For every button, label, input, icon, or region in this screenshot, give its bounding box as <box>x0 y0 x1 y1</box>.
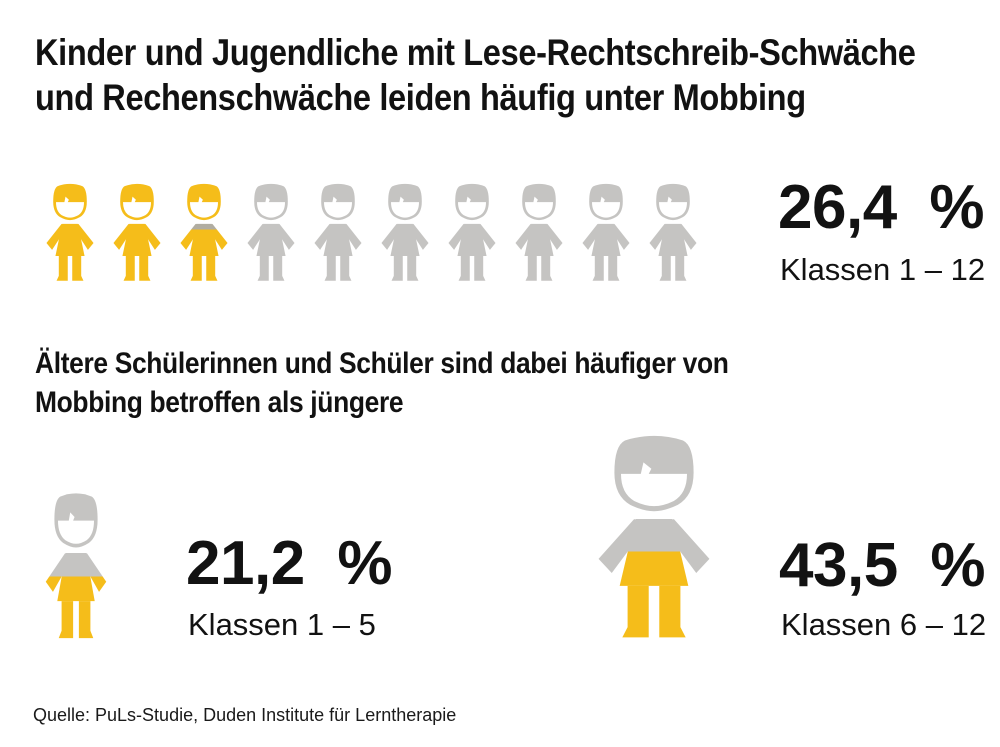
person-armR <box>140 223 161 250</box>
person-legR <box>78 601 94 639</box>
child-pictogram-icon <box>448 183 496 281</box>
child-pictogram-icon <box>46 183 94 281</box>
person-face <box>56 196 84 218</box>
person-face <box>592 196 620 218</box>
person-armR <box>676 223 697 250</box>
person-armR <box>341 223 362 250</box>
person-armL <box>448 223 469 250</box>
subtitle-line-1: Ältere Schülerinnen und Schüler sind dab… <box>35 347 729 380</box>
child-pictogram-icon <box>515 183 563 281</box>
person-legR <box>541 256 553 281</box>
person-armL <box>113 223 134 250</box>
person-face <box>257 196 285 218</box>
child-pictogram-icon <box>582 183 630 281</box>
person-face <box>190 196 218 218</box>
person-legL <box>391 256 403 281</box>
person-armL <box>515 223 536 250</box>
person-armL <box>180 223 201 250</box>
person-legR <box>273 256 285 281</box>
person-face <box>458 196 486 218</box>
child-pictogram-icon <box>247 183 295 281</box>
young-stat-label: Klassen 1 – 5 <box>188 607 376 642</box>
child-pictogram-icon <box>314 183 362 281</box>
person-armL <box>46 223 67 250</box>
person-face <box>391 196 419 218</box>
subtitle-line-2: Mobbing betroffen als jüngere <box>35 386 404 419</box>
person-face <box>324 196 352 218</box>
person-legL <box>592 256 604 281</box>
old-stat-label: Klassen 6 – 12 <box>781 607 987 642</box>
page-title: Kinder und Jugendliche mit Lese-Rechtsch… <box>35 30 916 120</box>
person-legL <box>622 585 649 638</box>
child-pictogram-icon <box>45 493 107 639</box>
person-legR <box>72 256 84 281</box>
person-legL <box>58 601 74 639</box>
person-armL <box>381 223 402 250</box>
person-legL <box>324 256 336 281</box>
person-legR <box>139 256 151 281</box>
person-armR <box>207 223 228 250</box>
overall-stat-value: 26,4 % <box>778 173 985 242</box>
child-pictogram-icon <box>649 183 697 281</box>
person-face <box>659 196 687 218</box>
person-legR <box>659 585 686 638</box>
person-armR <box>80 553 107 592</box>
person-armR <box>609 223 630 250</box>
person-legR <box>608 256 620 281</box>
person-armR <box>408 223 429 250</box>
overall-stat-label: Klassen 1 – 12 <box>780 252 986 287</box>
person-legL <box>190 256 202 281</box>
old-stat-value: 43,5 % <box>779 531 986 600</box>
person-legR <box>675 256 687 281</box>
source-credit: Quelle: PuLs-Studie, Duden Institute für… <box>33 705 457 725</box>
person-legR <box>340 256 352 281</box>
person-armR <box>661 518 710 574</box>
title-line-2: und Rechenschwäche leiden häufig unter M… <box>35 77 806 118</box>
person-armR <box>73 223 94 250</box>
person-armL <box>649 223 670 250</box>
person-legL <box>257 256 269 281</box>
child-pictogram-icon <box>598 435 710 638</box>
person-legL <box>525 256 537 281</box>
young-student-pictogram <box>40 492 112 640</box>
person-legR <box>474 256 486 281</box>
child-pictogram-icon <box>381 183 429 281</box>
person-armL <box>247 223 268 250</box>
title-line-1: Kinder und Jugendliche mit Lese-Rechtsch… <box>35 32 916 73</box>
person-face <box>621 462 687 507</box>
pictogram-row <box>42 183 701 282</box>
person-armL <box>598 518 647 574</box>
person-armR <box>274 223 295 250</box>
subtitle: Ältere Schülerinnen und Schüler sind dab… <box>35 344 729 422</box>
person-legL <box>123 256 135 281</box>
person-legR <box>206 256 218 281</box>
person-face <box>58 512 94 544</box>
person-face <box>525 196 553 218</box>
person-armR <box>542 223 563 250</box>
person-armL <box>45 553 72 592</box>
person-legR <box>407 256 419 281</box>
person-legL <box>56 256 68 281</box>
person-legL <box>659 256 671 281</box>
person-legL <box>458 256 470 281</box>
person-armR <box>475 223 496 250</box>
person-face <box>123 196 151 218</box>
person-armL <box>314 223 335 250</box>
child-pictogram-icon <box>180 183 228 281</box>
old-student-pictogram <box>588 434 720 640</box>
person-armL <box>582 223 603 250</box>
child-pictogram-icon <box>113 183 161 281</box>
young-stat-value: 21,2 % <box>186 529 393 598</box>
